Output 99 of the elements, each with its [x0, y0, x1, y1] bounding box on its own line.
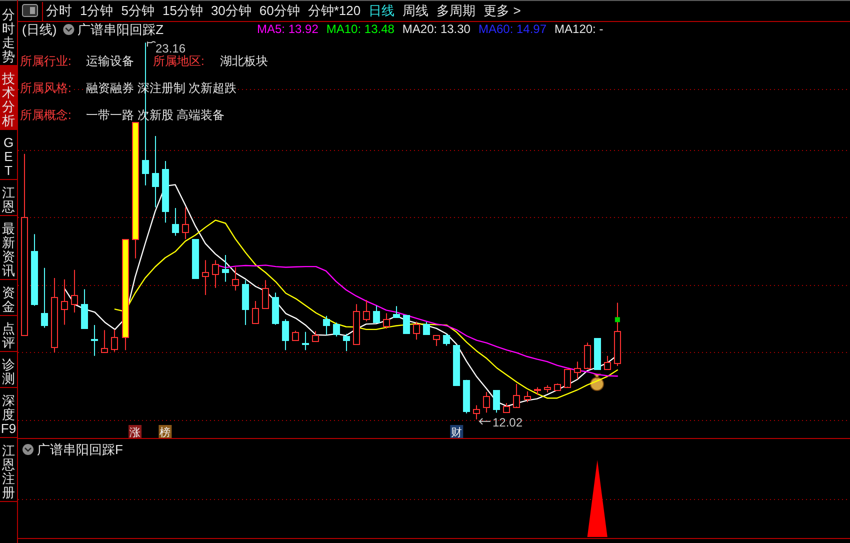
- text: 诊测: [2, 357, 15, 386]
- candlestick: [524, 390, 531, 403]
- candlestick: [433, 334, 440, 347]
- text: 60分钟: [259, 3, 300, 18]
- candlestick: [152, 135, 159, 208]
- annotation: MA5: 13.92: [257, 22, 319, 36]
- candlestick: [132, 122, 139, 259]
- candlestick: [594, 338, 601, 370]
- candlestick: [584, 342, 591, 369]
- candlestick: [292, 330, 299, 342]
- candlestick: [31, 234, 38, 306]
- candlestick: [252, 300, 259, 325]
- annotation: MA60: 14.97: [478, 22, 547, 36]
- candlestick: [413, 321, 420, 340]
- annotation: 23.16: [156, 42, 186, 56]
- annotation: 财: [451, 426, 462, 439]
- candlestick: [353, 304, 360, 346]
- text: 资金: [2, 285, 15, 314]
- candlestick: [564, 368, 571, 388]
- candlestick: [574, 361, 581, 380]
- text: 30分钟: [210, 3, 252, 18]
- annotation: 榜: [160, 426, 171, 439]
- candlestick: [21, 153, 28, 336]
- text: 分钟*120: [308, 3, 361, 18]
- annotation: MA10: 13.48: [326, 22, 395, 36]
- text: 分时: [46, 3, 72, 18]
- text: 点评: [2, 321, 15, 350]
- candlestick: [51, 278, 58, 353]
- candlestick: [232, 266, 239, 292]
- text: 技术分析: [1, 71, 15, 128]
- candlestick: [182, 206, 189, 240]
- candlestick: [262, 280, 269, 309]
- text: 1分钟: [80, 3, 114, 18]
- candlestick: [302, 331, 309, 351]
- text: 周线: [402, 3, 429, 18]
- candlestick: [272, 292, 279, 326]
- chart-title: 广谱串阳回踩F: [37, 442, 123, 457]
- text: 深度F9: [0, 393, 16, 436]
- text: 5分钟: [121, 3, 154, 18]
- candlestick: [192, 238, 199, 280]
- text: 最新资讯: [2, 221, 15, 278]
- text: 日线: [368, 3, 395, 18]
- candlestick: [343, 333, 350, 352]
- text: 更多 >: [484, 3, 521, 18]
- annotation: MA120: -: [554, 22, 604, 36]
- chart-subtitle: 广谱串阳回踩Z: [78, 22, 164, 37]
- candlestick: [373, 305, 380, 323]
- candlestick: [242, 280, 249, 326]
- candlestick: [534, 386, 541, 396]
- candlestick: [81, 288, 88, 329]
- text: 15分钟: [162, 3, 203, 18]
- candlestick: [493, 389, 500, 414]
- annotation: 运输设备: [86, 54, 134, 68]
- candlestick: [473, 404, 480, 420]
- text: 江恩注册: [1, 443, 15, 500]
- annotation: 湖北板块: [220, 54, 268, 68]
- candlestick: [503, 402, 510, 413]
- text: 江恩: [1, 185, 15, 214]
- candlestick: [172, 208, 179, 236]
- candlestick: [604, 355, 611, 371]
- candlestick: [61, 278, 68, 326]
- candlestick: [91, 324, 98, 356]
- candlestick: [463, 379, 470, 414]
- candlestick: [122, 238, 129, 351]
- candlestick: [363, 300, 370, 322]
- candlestick: [202, 260, 209, 296]
- candlestick: [393, 306, 400, 318]
- candlestick: [443, 333, 450, 346]
- candlestick: [282, 318, 289, 351]
- candlestick: [71, 269, 78, 314]
- candlestick: [212, 260, 219, 288]
- candlestick: [544, 384, 551, 393]
- candlestick: [111, 328, 118, 352]
- candlestick: [513, 383, 520, 408]
- candlestick: [483, 392, 490, 414]
- annotation: 所属概念:: [20, 108, 72, 122]
- annotation: 所属地区:: [153, 54, 204, 68]
- candlestick: [403, 314, 410, 334]
- candlestick: [423, 322, 430, 336]
- annotation: 12.02: [492, 415, 523, 430]
- candlestick: [554, 383, 561, 391]
- candlestick: [323, 315, 330, 336]
- candlestick: [162, 160, 169, 224]
- annotation: MA20: 13.30: [402, 22, 471, 36]
- text: 多周期: [436, 3, 476, 18]
- candlestick: [614, 302, 621, 366]
- candlestick: [222, 254, 229, 282]
- candlestick: [333, 322, 340, 338]
- candlestick: [453, 344, 460, 386]
- text: GET: [3, 135, 14, 178]
- annotation: 所属风格:: [20, 81, 72, 95]
- candlestick: [101, 330, 108, 353]
- candlestick: [41, 267, 48, 328]
- text: 分时走势: [2, 7, 15, 64]
- annotation: 涨: [130, 427, 141, 439]
- candlestick: [312, 330, 319, 342]
- chart-title: (日线): [22, 22, 57, 37]
- annotation: 所属行业:: [20, 54, 72, 68]
- candlestick: [383, 312, 390, 330]
